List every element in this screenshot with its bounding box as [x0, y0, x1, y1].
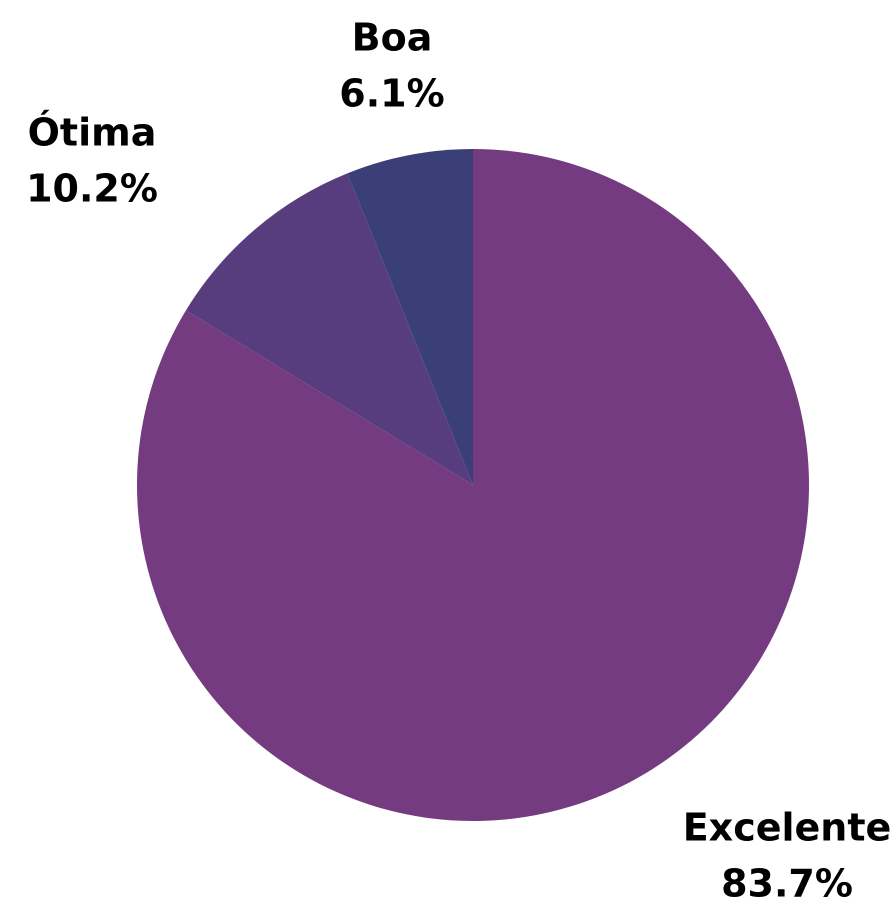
slice-label: Ótima	[28, 111, 157, 155]
slice-value-label: 83.7%	[721, 862, 853, 906]
slice-label: Boa	[352, 16, 433, 60]
slice-value-label: 10.2%	[26, 167, 158, 211]
slice-label: Excelente	[683, 806, 892, 850]
pie-slice	[185, 173, 474, 486]
pie-slice	[137, 149, 810, 822]
pie-slice	[347, 149, 473, 485]
slice-value-label: 6.1%	[339, 72, 444, 116]
